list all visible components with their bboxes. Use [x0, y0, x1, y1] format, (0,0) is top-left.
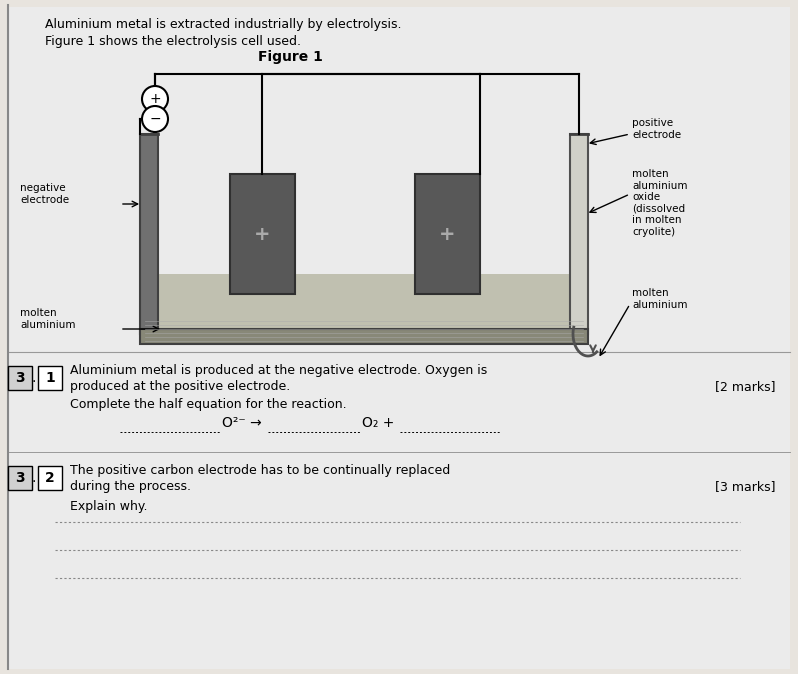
- Text: Explain why.: Explain why.: [70, 500, 148, 513]
- Text: molten
aluminium
oxide
(dissolved
in molten
cryolite): molten aluminium oxide (dissolved in mol…: [632, 169, 688, 237]
- Text: during the process.: during the process.: [70, 480, 191, 493]
- Bar: [158, 274, 570, 334]
- Text: negative
electrode: negative electrode: [20, 183, 69, 205]
- Text: positive
electrode: positive electrode: [632, 118, 681, 140]
- Text: 1: 1: [45, 371, 55, 385]
- Text: Complete the half equation for the reaction.: Complete the half equation for the react…: [70, 398, 346, 411]
- Text: O₂ +: O₂ +: [362, 416, 394, 430]
- Bar: [140, 329, 588, 344]
- Text: molten
aluminium: molten aluminium: [632, 288, 688, 310]
- Text: 3: 3: [15, 471, 25, 485]
- Text: +: +: [439, 224, 455, 243]
- Text: Figure 1 shows the electrolysis cell used.: Figure 1 shows the electrolysis cell use…: [45, 35, 301, 48]
- Bar: [140, 134, 158, 334]
- Bar: [38, 366, 62, 390]
- Text: Aluminium metal is extracted industrially by electrolysis.: Aluminium metal is extracted industriall…: [45, 18, 401, 31]
- Text: molten
aluminium: molten aluminium: [20, 308, 76, 330]
- Text: [2 marks]: [2 marks]: [715, 380, 776, 393]
- Circle shape: [142, 86, 168, 112]
- Bar: [38, 466, 62, 490]
- Text: O²⁻ →: O²⁻ →: [222, 416, 262, 430]
- Bar: [415, 174, 480, 294]
- Bar: [570, 134, 588, 334]
- Text: produced at the positive electrode.: produced at the positive electrode.: [70, 380, 290, 393]
- Text: −: −: [149, 112, 161, 126]
- Text: 3: 3: [15, 371, 25, 385]
- Text: Aluminium metal is produced at the negative electrode. Oxygen is: Aluminium metal is produced at the negat…: [70, 364, 488, 377]
- Text: 2: 2: [45, 471, 55, 485]
- Text: Figure 1: Figure 1: [258, 50, 322, 64]
- Bar: [8, 366, 32, 390]
- Text: +: +: [149, 92, 161, 106]
- Text: +: +: [254, 224, 271, 243]
- Text: [3 marks]: [3 marks]: [715, 480, 776, 493]
- Text: .: .: [32, 471, 36, 485]
- Circle shape: [142, 106, 168, 132]
- Text: .: .: [32, 371, 36, 385]
- Bar: [8, 466, 32, 490]
- Bar: [230, 174, 295, 294]
- Text: The positive carbon electrode has to be continually replaced: The positive carbon electrode has to be …: [70, 464, 450, 477]
